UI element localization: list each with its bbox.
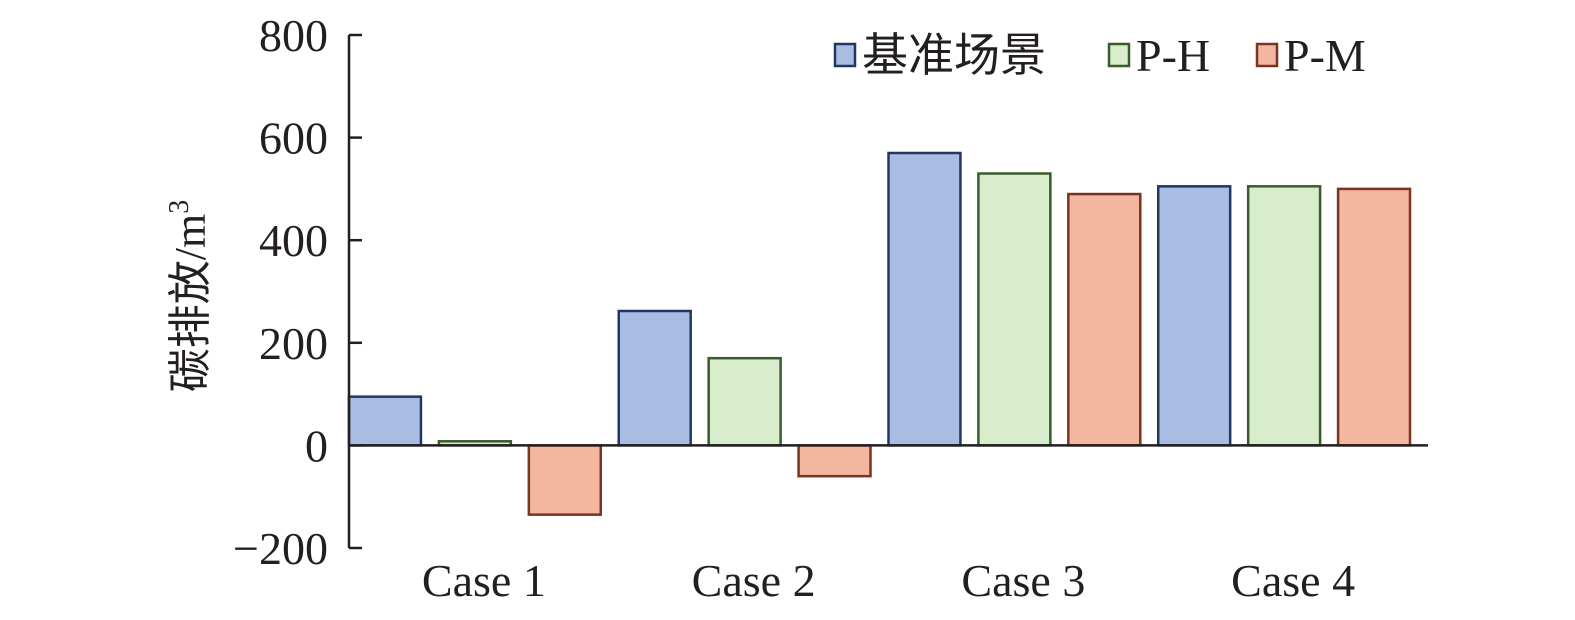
- category-label: Case 1: [422, 555, 546, 606]
- bar-1-case-1: [347, 395, 423, 447]
- y-axis-ticks: 800 600 400 200 0 −200: [233, 10, 362, 574]
- legend-swatch: [1107, 42, 1131, 68]
- y-axis-label: 碳排放/m3: [164, 200, 215, 392]
- bar-2-case-3: [977, 172, 1052, 447]
- svg-text:碳排放/m3: 碳排放/m3: [164, 200, 215, 392]
- bar-2-case-4: [1246, 185, 1322, 447]
- legend-swatch: [1255, 42, 1279, 68]
- category-label: Case 3: [961, 555, 1085, 606]
- legend-label: 基准场景: [862, 30, 1046, 81]
- category-label: Case 4: [1231, 555, 1355, 606]
- legend-label: P-M: [1284, 30, 1366, 81]
- bar-3-case-2: [797, 444, 872, 478]
- legend-label: P-H: [1136, 30, 1210, 81]
- y-tick-label: −200: [233, 523, 328, 574]
- legend-swatch: [833, 42, 857, 68]
- bar-2-case-2: [707, 356, 782, 447]
- y-tick-label: 600: [259, 113, 328, 164]
- y-tick-label: 800: [259, 10, 328, 61]
- bar-1-case-2: [617, 309, 692, 447]
- category-labels: Case 1 Case 2 Case 3 Case 4: [422, 555, 1355, 606]
- y-axis-label-superscript: 3: [164, 200, 195, 214]
- bar-3-case-4: [1336, 187, 1412, 447]
- bars: [347, 151, 1412, 516]
- y-tick-label: 0: [305, 420, 328, 471]
- y-axis-label-text: 碳排放/m: [166, 214, 215, 392]
- legend: 基准场景 P-H P-M: [833, 30, 1366, 81]
- category-label: Case 2: [692, 555, 816, 606]
- bar-1-case-3: [887, 151, 962, 447]
- y-tick-label: 400: [259, 215, 328, 266]
- bar-1-case-4: [1157, 185, 1232, 447]
- bar-3-case-1: [527, 444, 603, 516]
- bar-3-case-3: [1067, 192, 1142, 447]
- y-tick-label: 200: [259, 318, 328, 369]
